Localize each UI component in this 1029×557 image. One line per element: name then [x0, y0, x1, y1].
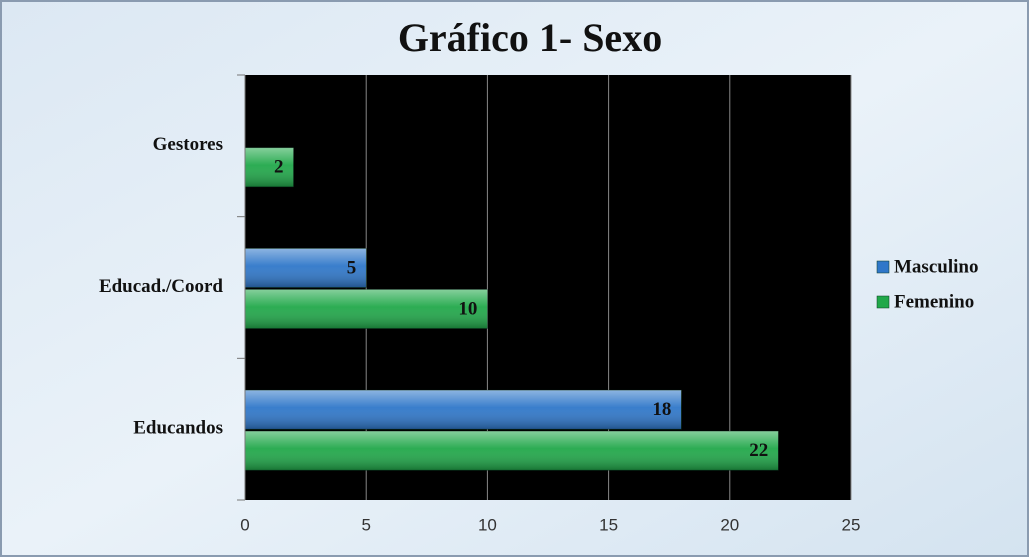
- x-tick-label: 20: [720, 515, 739, 534]
- data-label: 2: [274, 157, 284, 178]
- x-tick-label: 0: [240, 515, 249, 534]
- y-tick-label: Educad./Coord: [99, 276, 223, 297]
- legend-label: Masculino: [894, 256, 978, 277]
- legend-label: Femenino: [894, 291, 974, 312]
- legend-swatch: [876, 260, 890, 274]
- x-tick-label: 15: [599, 515, 618, 534]
- legend-swatch: [876, 295, 890, 309]
- x-tick-label: 25: [842, 515, 861, 534]
- data-label: 5: [347, 257, 357, 278]
- bar-shine: [245, 390, 682, 430]
- data-label: 22: [749, 440, 768, 461]
- data-label: 18: [652, 399, 671, 420]
- bar-shine: [245, 147, 294, 187]
- bar-shine: [245, 289, 488, 329]
- bar-shine: [245, 248, 367, 288]
- bar-shine: [245, 431, 779, 471]
- data-label: 10: [458, 298, 477, 319]
- x-tick-label: 5: [361, 515, 370, 534]
- chart-title: Gráfico 1- Sexo: [398, 15, 662, 60]
- x-tick-label: 10: [478, 515, 497, 534]
- y-tick-label: Educandos: [133, 418, 223, 439]
- y-tick-label: Gestores: [153, 134, 223, 155]
